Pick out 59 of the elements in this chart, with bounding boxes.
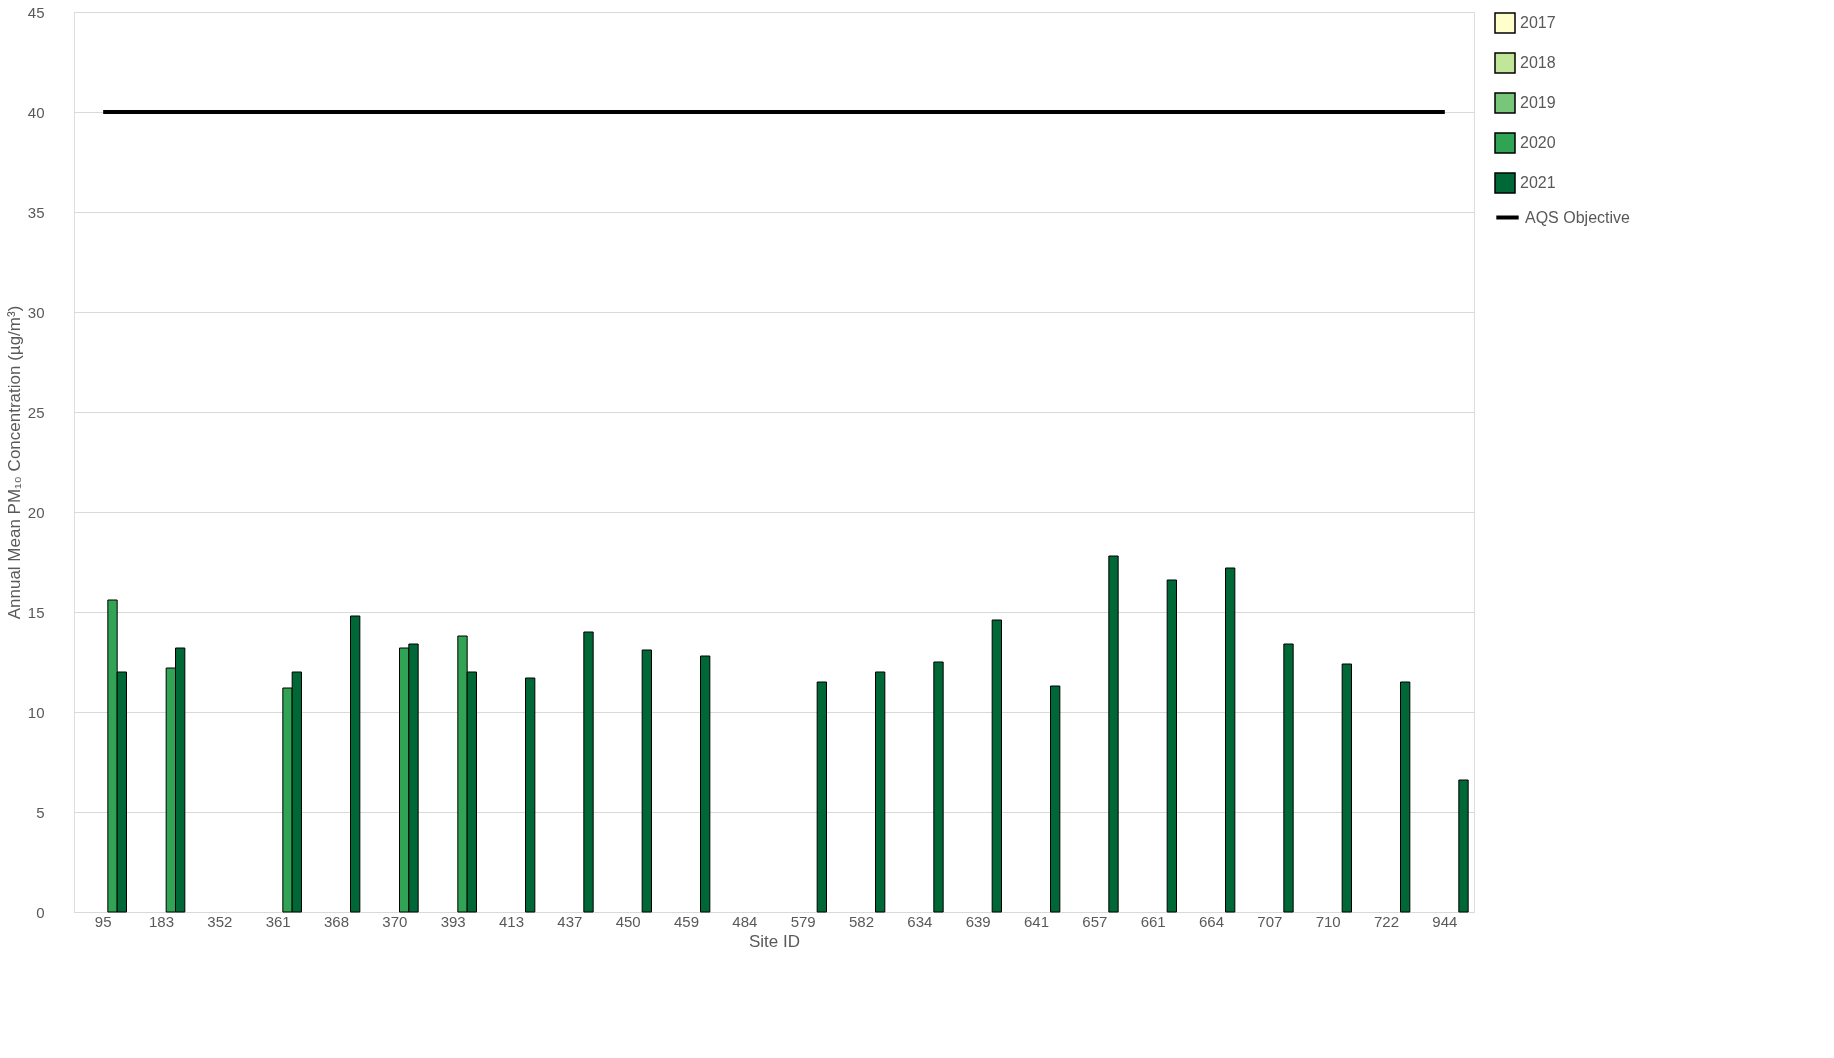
bar [1283,643,1294,913]
x-tick-label: 450 [615,912,641,930]
y-tick-label: 40 [27,103,45,121]
bar [816,681,827,913]
x-tick-label: 459 [673,912,700,930]
bar [583,631,594,913]
y-tick-label: 20 [27,503,45,521]
bar [1341,663,1352,913]
bar [1108,555,1119,913]
bar [641,649,652,913]
x-tick-label: 352 [207,912,233,930]
bar [525,677,536,913]
bar [1166,579,1177,913]
y-tick-label: 10 [27,703,45,721]
bar [1225,567,1236,913]
legend-label: 2017 [1520,14,1556,31]
bar [875,671,886,913]
x-axis-title: Site ID [748,931,801,951]
legend-label: 2019 [1520,94,1556,111]
bar [350,615,361,913]
x-tick-label: 722 [1373,912,1400,930]
legend-label: 2021 [1520,174,1556,191]
bar [933,661,944,913]
bar [1050,685,1061,913]
x-tick-label: 664 [1198,912,1225,930]
x-tick-label: 95 [94,912,112,930]
bar [1400,681,1411,913]
legend-label: 2020 [1520,134,1556,151]
x-tick-label: 707 [1257,912,1283,930]
x-tick-label: 370 [382,912,408,930]
x-tick-label: 579 [790,912,816,930]
y-tick-label: 0 [36,903,45,921]
x-tick-label: 437 [557,912,583,930]
x-tick-label: 393 [440,912,466,930]
x-tick-label: 361 [265,912,291,930]
x-tick-label: 634 [907,912,933,930]
x-tick-label: 413 [498,912,525,930]
bar [700,655,711,913]
x-tick-label: 368 [323,912,350,930]
x-tick-label: 582 [848,912,875,930]
x-tick-label: 710 [1315,912,1341,930]
y-tick-label: 30 [27,303,45,321]
x-tick-label: 639 [965,912,991,930]
legend-label: AQS Objective [1525,208,1631,226]
x-tick-label: 183 [148,912,175,930]
x-tick-label: 661 [1140,912,1166,930]
bar [1458,779,1469,913]
y-axis-title: Annual Mean PM₁₀ Concentration (µg/m³) [4,305,24,620]
x-tick-label: 944 [1432,912,1458,930]
x-tick-label: 657 [1082,912,1108,930]
legend-label: 2018 [1520,54,1556,71]
x-tick-label: 484 [732,912,758,930]
y-tick-label: 15 [27,603,45,621]
y-tick-label: 5 [36,803,45,821]
bar [991,619,1002,913]
x-tick-label: 641 [1023,912,1050,930]
y-tick-label: 35 [27,203,45,221]
y-tick-label: 25 [27,403,45,421]
y-tick-label: 45 [27,3,45,21]
